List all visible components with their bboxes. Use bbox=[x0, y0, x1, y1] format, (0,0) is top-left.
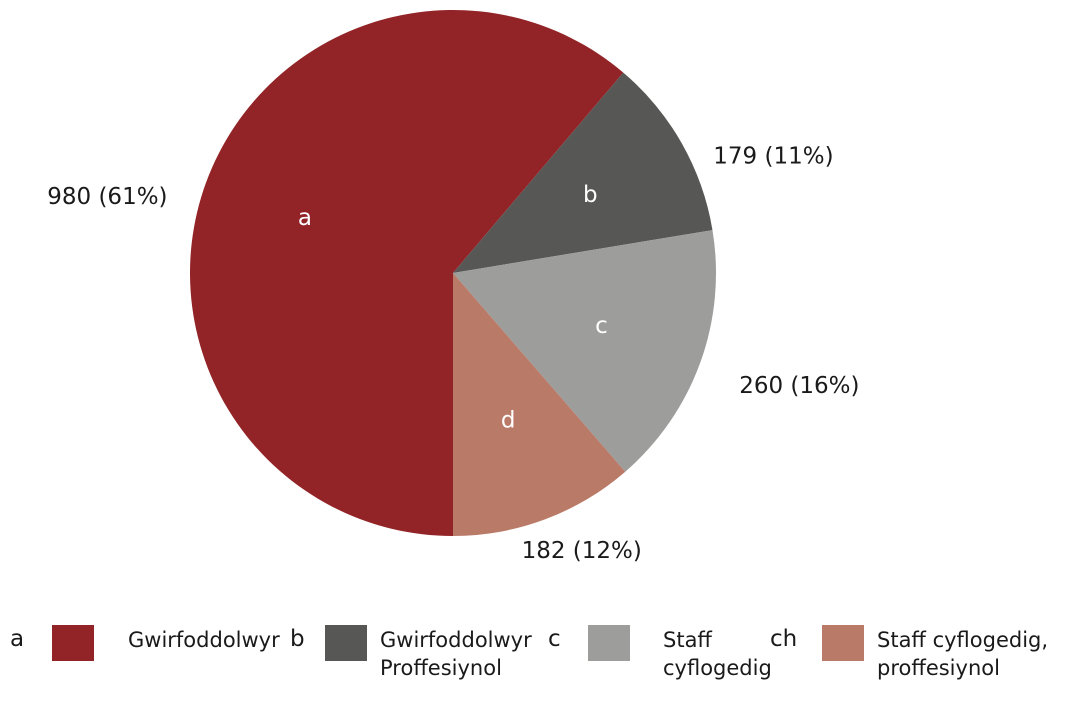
legend-key: ch bbox=[770, 626, 798, 652]
pie-slice bbox=[453, 273, 626, 536]
value-label: 260 (16%) bbox=[739, 373, 859, 399]
legend-key: c bbox=[548, 626, 561, 652]
pie-slice bbox=[453, 72, 713, 273]
slice-label: c bbox=[595, 313, 608, 339]
legend-label: Staff cyflogedig bbox=[663, 628, 772, 680]
legend-swatch bbox=[325, 625, 367, 661]
legend-swatch bbox=[822, 625, 864, 661]
value-label: 182 (12%) bbox=[522, 538, 642, 564]
legend-key: b bbox=[290, 626, 305, 652]
chart: a 980 (61%) b 179 (11%) c 260 (16%) d 182 (12%) bbox=[47, 9, 859, 564]
legend-label: Gwirfoddolwyr bbox=[128, 628, 280, 652]
legend-label: Gwirfoddolwyr Proffesiynol bbox=[380, 628, 532, 680]
pie-slice bbox=[453, 230, 716, 472]
value-label: 980 (61%) bbox=[47, 184, 167, 210]
slice-label: b bbox=[583, 182, 598, 208]
legend-label: Staff cyflogedig, proffesiynol bbox=[877, 628, 1049, 680]
slice-label: d bbox=[501, 407, 516, 433]
legend-key: a bbox=[10, 626, 25, 652]
pie-slice bbox=[189, 9, 624, 537]
value-label: 179 (11%) bbox=[713, 143, 833, 169]
slice-label: a bbox=[298, 205, 312, 231]
legend-swatch bbox=[588, 625, 630, 661]
legend-swatch bbox=[52, 625, 94, 661]
